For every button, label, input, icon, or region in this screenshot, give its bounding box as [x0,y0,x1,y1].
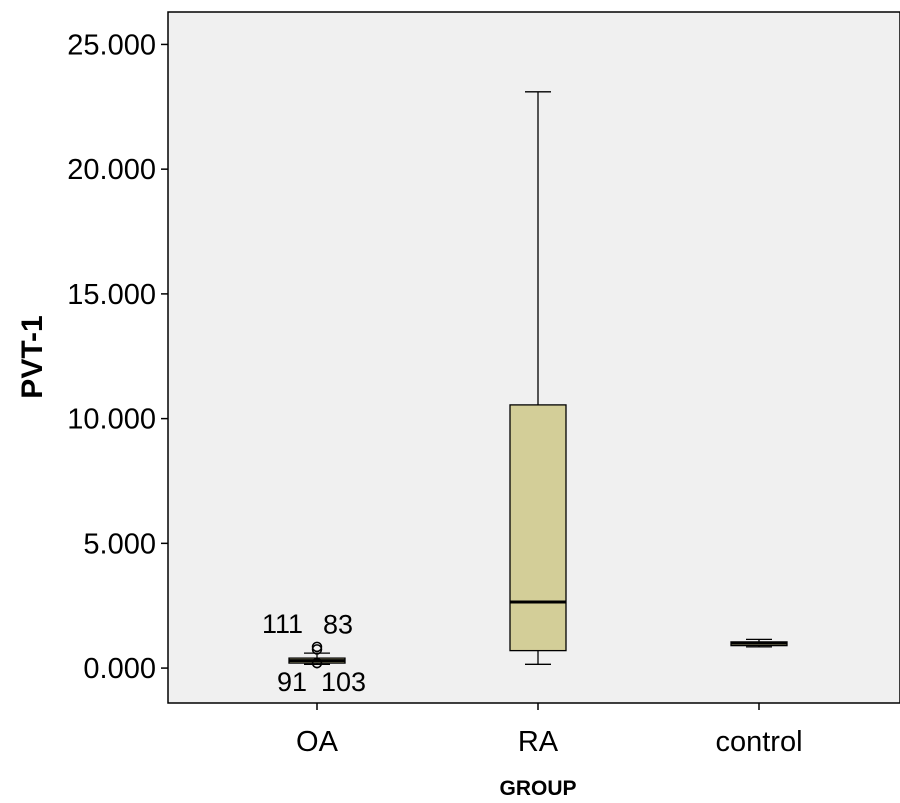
y-axis: 0.000 5.000 10.000 15.000 20.000 25.000 [67,29,168,685]
box-RA [509,91,567,665]
y-tick-label: 20.000 [67,154,156,186]
y-tick-label: 5.000 [83,528,156,560]
outlier-label: 111 [262,609,303,639]
y-axis-title: PVT-1 [16,315,49,398]
x-tick-label: control [715,726,802,758]
box-series [288,91,788,665]
box-control [730,638,788,648]
y-tick-label: 25.000 [67,29,156,61]
outlier-label: 91 [277,667,307,697]
x-tick-label: OA [296,726,339,758]
y-tick-label: 15.000 [67,279,156,311]
outlier-point [311,657,323,669]
box-iqr [509,404,567,652]
x-axis: OA RA control [296,703,803,758]
x-tick-label: RA [518,726,559,758]
outlier-series: 111 83 91 103 [262,609,366,697]
y-tick-label: 10.000 [67,404,156,436]
y-tick-label: 0.000 [83,653,156,685]
outlier-point [311,644,323,655]
x-axis-title: GROUP [499,777,576,800]
outlier-label: 83 [323,609,353,639]
outlier-label: 103 [321,667,366,697]
